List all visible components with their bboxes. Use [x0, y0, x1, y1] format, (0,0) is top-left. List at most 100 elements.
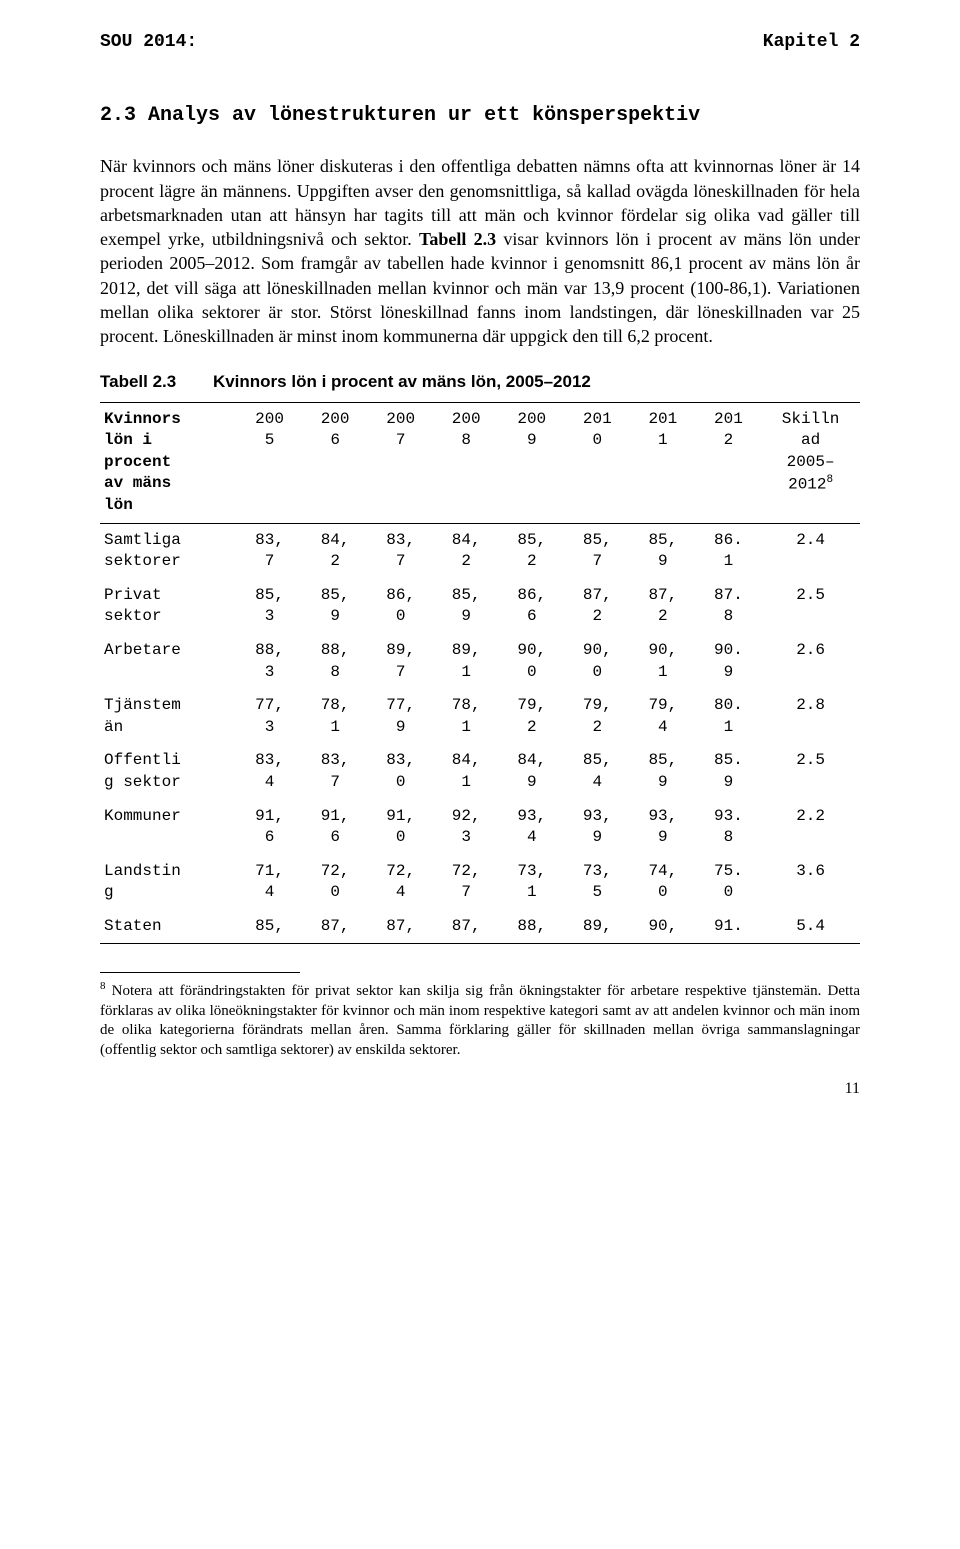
table-cell: 86,0 [368, 579, 434, 634]
table-cell: 75.0 [696, 855, 762, 910]
table-cell-diff: 2.8 [761, 689, 860, 744]
table-cell: 90.9 [696, 634, 762, 689]
table-row: Offentlig sektor83,483,783,084,184,985,4… [100, 744, 860, 799]
table-cell-diff: 2.6 [761, 634, 860, 689]
table-title-label: Tabell 2.3 [100, 372, 176, 391]
table-cell-diff: 2.4 [761, 523, 860, 579]
table-cell-diff: 2.2 [761, 800, 860, 855]
table-cell: 83,0 [368, 744, 434, 799]
table-col-2006: 2006 [302, 402, 368, 523]
table-rowhead-col: Kvinnors lön i procent av mäns lön [100, 402, 237, 523]
row-label: Tjänstemän [100, 689, 237, 744]
row-label: Privatsektor [100, 579, 237, 634]
footnote-text: Notera att förändringstakten för privat … [100, 983, 860, 1058]
table-cell: 88,3 [237, 634, 303, 689]
table-col-2012: 2012 [696, 402, 762, 523]
table-col-2007: 2007 [368, 402, 434, 523]
page-header: SOU 2014: Kapitel 2 [100, 30, 860, 54]
wage-table: Kvinnors lön i procent av mäns lön 2005 … [100, 402, 860, 945]
table-cell: 77,3 [237, 689, 303, 744]
table-cell: 86,6 [499, 579, 565, 634]
table-cell: 79,4 [630, 689, 696, 744]
section-heading: 2.3 Analys av lönestrukturen ur ett köns… [100, 102, 860, 130]
table-cell: 90,0 [499, 634, 565, 689]
table-cell: 85,7 [565, 523, 631, 579]
row-label: Landsting [100, 855, 237, 910]
table-row: Kommuner91,691,691,092,393,493,993,993.8… [100, 800, 860, 855]
table-cell: 88, [499, 910, 565, 944]
table-cell: 92,3 [433, 800, 499, 855]
table-col-2009: 2009 [499, 402, 565, 523]
table-cell: 72,0 [302, 855, 368, 910]
table-cell: 73,5 [565, 855, 631, 910]
table-cell: 87, [302, 910, 368, 944]
table-cell: 74,0 [630, 855, 696, 910]
table-cell-diff: 2.5 [761, 744, 860, 799]
table-cell: 90, [630, 910, 696, 944]
table-cell: 89, [565, 910, 631, 944]
table-cell: 91. [696, 910, 762, 944]
table-title-text: Kvinnors lön i procent av mäns lön, 2005… [213, 372, 591, 391]
table-col-2011: 2011 [630, 402, 696, 523]
table-cell: 88,8 [302, 634, 368, 689]
table-cell: 87, [368, 910, 434, 944]
table-cell: 84,1 [433, 744, 499, 799]
footnote: 8 Notera att förändringstakten för priva… [100, 979, 860, 1060]
table-cell: 93,9 [630, 800, 696, 855]
table-cell: 83,7 [237, 523, 303, 579]
table-cell: 93,9 [565, 800, 631, 855]
table-cell: 72,4 [368, 855, 434, 910]
table-cell: 93.8 [696, 800, 762, 855]
table-cell: 85,9 [630, 523, 696, 579]
table-cell: 79,2 [499, 689, 565, 744]
table-col-2008: 2008 [433, 402, 499, 523]
page-number: 11 [100, 1078, 860, 1100]
inline-table-ref: Tabell 2.3 [419, 229, 496, 249]
table-cell: 71,4 [237, 855, 303, 910]
table-cell: 91,6 [302, 800, 368, 855]
table-row: Privatsektor85,385,986,085,986,687,287,2… [100, 579, 860, 634]
table-cell: 83,7 [368, 523, 434, 579]
table-cell: 80.1 [696, 689, 762, 744]
table-cell: 89,7 [368, 634, 434, 689]
table-header-row: Kvinnors lön i procent av mäns lön 2005 … [100, 402, 860, 523]
table-title: Tabell 2.3 Kvinnors lön i procent av män… [100, 371, 860, 394]
table-cell: 84,9 [499, 744, 565, 799]
table-cell: 85, [237, 910, 303, 944]
table-cell: 85,2 [499, 523, 565, 579]
table-cell: 87, [433, 910, 499, 944]
table-cell: 84,2 [433, 523, 499, 579]
table-cell: 90,1 [630, 634, 696, 689]
header-left: SOU 2014: [100, 30, 197, 54]
row-label: Arbetare [100, 634, 237, 689]
table-row: Arbetare88,388,889,789,190,090,090,190.9… [100, 634, 860, 689]
table-col-diff: Skilln ad 2005– 20128 [761, 402, 860, 523]
row-label: Kommuner [100, 800, 237, 855]
table-row: Staten85,87,87,87,88,89,90,91.5.4 [100, 910, 860, 944]
row-label: Samtligasektorer [100, 523, 237, 579]
table-cell-diff: 2.5 [761, 579, 860, 634]
footnote-marker: 8 [100, 980, 106, 992]
table-row: Landsting71,472,072,472,773,173,574,075.… [100, 855, 860, 910]
body-paragraph: När kvinnors och mäns löner diskuteras i… [100, 154, 860, 348]
table-cell: 86.1 [696, 523, 762, 579]
table-cell: 85,9 [433, 579, 499, 634]
table-cell: 77,9 [368, 689, 434, 744]
table-cell: 72,7 [433, 855, 499, 910]
table-cell: 87.8 [696, 579, 762, 634]
table-cell-diff: 3.6 [761, 855, 860, 910]
table-col-2005: 2005 [237, 402, 303, 523]
table-cell: 85,9 [302, 579, 368, 634]
table-cell: 79,2 [565, 689, 631, 744]
table-col-2010: 2010 [565, 402, 631, 523]
table-cell: 78,1 [302, 689, 368, 744]
table-row: Samtligasektorer83,784,283,784,285,285,7… [100, 523, 860, 579]
table-cell: 73,1 [499, 855, 565, 910]
table-cell: 93,4 [499, 800, 565, 855]
table-cell: 87,2 [565, 579, 631, 634]
table-cell: 85,3 [237, 579, 303, 634]
row-label: Offentlig sektor [100, 744, 237, 799]
table-cell: 83,7 [302, 744, 368, 799]
table-cell: 91,0 [368, 800, 434, 855]
row-label: Staten [100, 910, 237, 944]
